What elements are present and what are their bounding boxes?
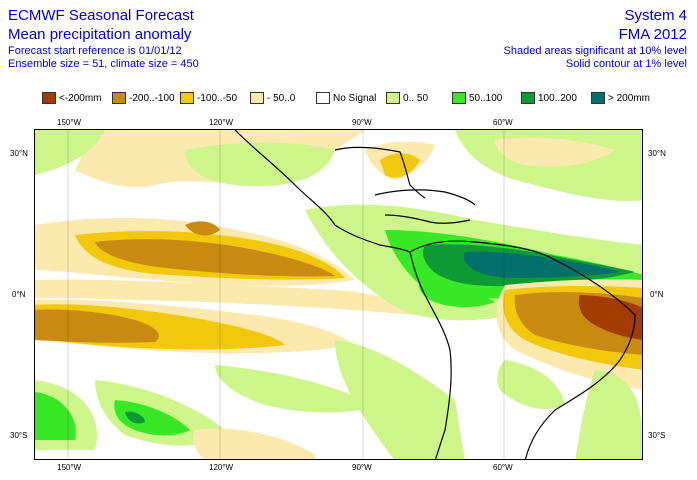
- anomaly-region: [463, 251, 620, 278]
- legend-item: 50..100: [452, 91, 502, 105]
- lat-label-right: 30°N: [648, 149, 666, 158]
- map-title: ECMWF Seasonal Forecast: [8, 7, 194, 24]
- legend-label: 0.. 50: [403, 92, 429, 104]
- legend-swatch: [452, 92, 466, 104]
- map-subtitle: Mean precipitation anomaly: [8, 26, 192, 43]
- ensemble-size-info: Ensemble size = 51, climate size = 450: [8, 58, 199, 70]
- legend-item: 0.. 50: [386, 91, 428, 105]
- anomaly-region: [35, 392, 76, 440]
- color-legend: <-200mm -200..-100 -100..-50 - 50..0 No …: [42, 91, 682, 105]
- anomaly-region: [335, 340, 465, 459]
- coastlines: [234, 130, 636, 459]
- system-label: System 4: [624, 7, 687, 24]
- legend-item: No Signal: [316, 91, 376, 105]
- anomaly-region: [193, 428, 315, 459]
- gridlines: [67, 130, 505, 459]
- legend-swatch: [591, 92, 605, 104]
- forecast-start-info: Forecast start reference is 01/01/12: [8, 45, 182, 57]
- anomaly-region: [114, 400, 190, 436]
- legend-item: - 50..0: [250, 91, 295, 105]
- legend-swatch: [42, 92, 56, 104]
- legend-swatch: [180, 92, 194, 104]
- lat-label-left: 30°S: [10, 431, 28, 440]
- anomaly-map: [34, 129, 643, 460]
- legend-swatch: [386, 92, 400, 104]
- lat-label-left: 30°N: [10, 149, 28, 158]
- legend-item: -100..-50: [180, 91, 237, 105]
- anomaly-map-canvas: [35, 130, 642, 459]
- legend-label: - 50..0: [267, 92, 296, 104]
- anomaly-region: [185, 221, 220, 236]
- lat-label-right: 0°N: [650, 290, 664, 299]
- legend-item: > 200mm: [591, 91, 650, 105]
- legend-swatch: [521, 92, 535, 104]
- lon-label-bottom: 90°W: [352, 463, 372, 472]
- legend-label: <-200mm: [59, 92, 102, 104]
- anomaly-region: [380, 153, 420, 178]
- legend-swatch: [112, 92, 126, 104]
- anomaly-region: [497, 360, 565, 410]
- legend-label: > 200mm: [608, 92, 650, 104]
- significance-note-1pct: Solid contour at 1% level: [565, 58, 687, 70]
- lon-label-bottom: 60°W: [493, 463, 513, 472]
- lon-label-bottom: 120°W: [209, 463, 234, 472]
- anomaly-region: [185, 142, 335, 187]
- legend-label: -200..-100: [129, 92, 175, 104]
- legend-swatch: [250, 92, 264, 104]
- legend-label: No Signal: [333, 92, 377, 104]
- anomaly-region: [215, 365, 375, 413]
- legend-label: 50..100: [469, 92, 503, 104]
- anomaly-region: [418, 280, 495, 308]
- legend-item: <-200mm: [42, 91, 102, 105]
- anomaly-region: [35, 309, 159, 343]
- forecast-period: FMA 2012: [618, 26, 687, 43]
- anomaly-region: [495, 137, 615, 167]
- lon-label-top: 120°W: [209, 118, 234, 127]
- lon-label-top: 150°W: [57, 118, 82, 127]
- legend-item: -200..-100: [112, 91, 175, 105]
- legend-label: 100..200: [538, 92, 577, 104]
- legend-label: -100..-50: [197, 92, 238, 104]
- lat-label-left: 0°N: [12, 290, 26, 299]
- lon-label-bottom: 150°W: [57, 463, 82, 472]
- anomaly-region: [575, 370, 642, 459]
- legend-swatch: [316, 92, 330, 104]
- anomaly-region: [95, 239, 335, 277]
- lon-label-top: 60°W: [493, 118, 513, 127]
- anomaly-region: [125, 411, 145, 424]
- lon-label-top: 90°W: [352, 118, 372, 127]
- anomaly-region: [35, 279, 415, 315]
- legend-item: 100..200: [521, 91, 577, 105]
- lat-label-right: 30°S: [648, 431, 666, 440]
- significance-note-10pct: Shaded areas significant at 10% level: [503, 45, 687, 57]
- anomaly-region: [35, 130, 105, 175]
